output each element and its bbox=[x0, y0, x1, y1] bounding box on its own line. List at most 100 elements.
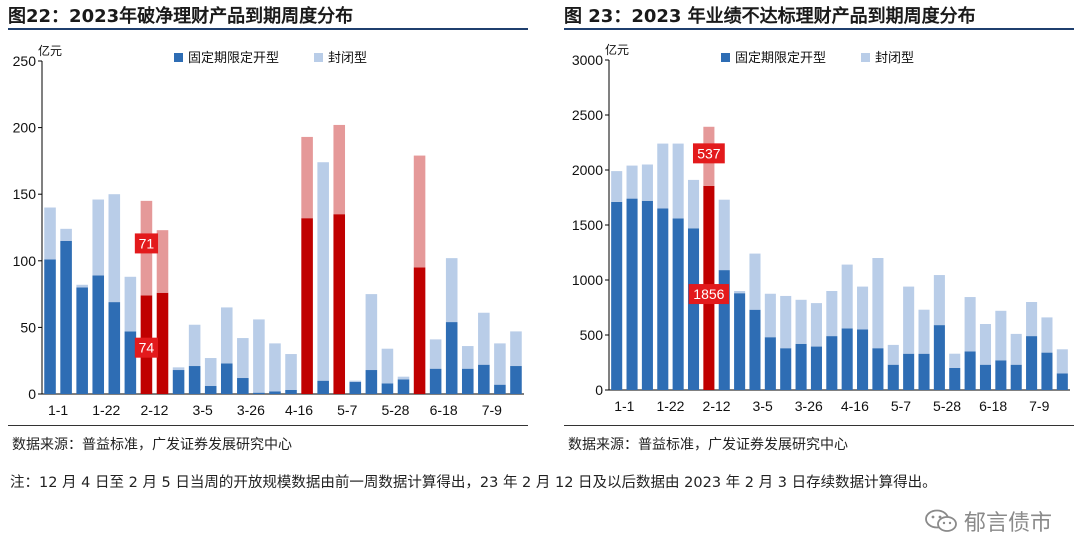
right-bar-closed-4 bbox=[672, 143, 684, 219]
left-y-tick-label-1: 50 bbox=[20, 319, 36, 335]
left-x-tick-label-8: 6-18 bbox=[430, 402, 458, 418]
left-bar-open-22 bbox=[397, 379, 410, 394]
left-legend-label-closed: 封闭型 bbox=[328, 51, 367, 66]
right-bar-open-12 bbox=[795, 343, 807, 390]
title-rule-right bbox=[564, 28, 1074, 30]
right-y-tick-label-1: 500 bbox=[580, 327, 604, 343]
right-bar-closed-27 bbox=[1026, 302, 1038, 337]
right-bar-open-13 bbox=[810, 346, 822, 390]
left-x-tick-label-7: 5-28 bbox=[381, 402, 409, 418]
left-x-tick-label-2: 2-12 bbox=[140, 402, 168, 418]
right-bar-closed-17 bbox=[872, 258, 884, 349]
left-bar-open-21 bbox=[381, 383, 394, 394]
right-x-tick-label-9: 7-9 bbox=[1029, 398, 1049, 414]
left-bar-closed-2 bbox=[76, 284, 88, 288]
left-bar-open-14 bbox=[269, 391, 281, 394]
right-bar-open-29 bbox=[1056, 373, 1068, 390]
left-bar-open-13 bbox=[253, 392, 265, 394]
right-data-label-1: 537 bbox=[697, 145, 721, 161]
left-bar-closed-19 bbox=[349, 380, 362, 383]
right-x-tick-label-8: 6-18 bbox=[979, 398, 1007, 414]
right-bar-closed-23 bbox=[964, 297, 976, 352]
right-x-tick-label-1: 1-22 bbox=[656, 398, 684, 414]
right-bar-closed-7 bbox=[718, 199, 730, 271]
right-x-tick-label-6: 5-7 bbox=[891, 398, 911, 414]
watermark: 郁言债市 bbox=[924, 505, 1052, 537]
right-bar-closed-2 bbox=[641, 164, 653, 201]
chart-left: 亿元 0 50 100 150 200 250 1-1 1-22 2-12 3-5 3-26 4-16 5… bbox=[13, 43, 524, 418]
right-legend-swatch-open bbox=[721, 53, 730, 62]
left-bar-closed-15 bbox=[285, 354, 297, 391]
right-bar-open-18 bbox=[887, 364, 899, 390]
left-bar-open-10 bbox=[204, 386, 217, 394]
left-bar-closed-8 bbox=[172, 367, 185, 371]
left-bar-closed-3 bbox=[92, 199, 105, 276]
right-bar-closed-22 bbox=[949, 353, 961, 368]
left-legend-swatch-closed bbox=[314, 53, 323, 62]
right-bar-closed-14 bbox=[826, 291, 838, 337]
right-bar-open-25 bbox=[995, 360, 1007, 390]
left-bar-open-15 bbox=[285, 390, 297, 394]
right-bar-closed-28 bbox=[1041, 317, 1053, 353]
left-bar-closed-16 bbox=[301, 136, 313, 219]
left-bar-open-18 bbox=[333, 214, 346, 394]
bottom-rule-left bbox=[8, 425, 528, 426]
right-bar-open-21 bbox=[933, 325, 945, 390]
right-bar-open-14 bbox=[826, 336, 838, 390]
right-bar-open-26 bbox=[1010, 364, 1022, 390]
left-legend-label-open: 固定期限定开型 bbox=[188, 51, 279, 66]
right-bar-closed-12 bbox=[795, 299, 807, 344]
right-bar-closed-15 bbox=[841, 264, 853, 329]
right-bar-open-15 bbox=[841, 328, 853, 390]
left-bar-closed-11 bbox=[220, 307, 233, 364]
left-bar-closed-7 bbox=[156, 230, 169, 293]
left-bar-open-27 bbox=[478, 364, 490, 394]
left-bar-open-7 bbox=[156, 292, 169, 394]
right-bar-open-0 bbox=[611, 201, 623, 390]
right-bar-open-10 bbox=[764, 337, 776, 390]
right-bar-open-2 bbox=[641, 200, 653, 390]
left-bar-open-28 bbox=[494, 384, 506, 394]
right-bar-open-23 bbox=[964, 351, 976, 390]
right-bar-closed-13 bbox=[810, 303, 822, 347]
left-y-tick-label-4: 200 bbox=[13, 120, 37, 136]
left-bar-closed-23 bbox=[413, 155, 426, 268]
watermark-text: 郁言债市 bbox=[963, 511, 1052, 536]
bottom-rule-right bbox=[564, 425, 1074, 426]
right-x-tick-label-2: 2-12 bbox=[703, 398, 731, 414]
left-bar-closed-13 bbox=[253, 319, 265, 393]
left-bar-closed-5 bbox=[124, 276, 137, 332]
title-rule-left bbox=[8, 28, 528, 30]
left-y-tick-label-0: 0 bbox=[28, 386, 36, 402]
right-legend-label-closed: 封闭型 bbox=[875, 51, 914, 66]
left-y-tick-label-2: 100 bbox=[13, 253, 37, 269]
left-bar-open-16 bbox=[301, 218, 313, 394]
right-bar-open-20 bbox=[918, 353, 930, 390]
left-bar-closed-12 bbox=[237, 338, 249, 379]
right-bar-open-17 bbox=[872, 348, 884, 390]
left-x-tick-label-5: 4-16 bbox=[285, 402, 313, 418]
right-data-label-bg-1 bbox=[692, 143, 725, 164]
right-x-tick-label-5: 4-16 bbox=[841, 398, 869, 414]
left-bar-closed-0 bbox=[44, 207, 56, 260]
right-bar-closed-0 bbox=[611, 171, 623, 202]
left-bar-open-20 bbox=[365, 370, 378, 394]
right-bar-closed-5 bbox=[687, 179, 700, 229]
left-bar-closed-10 bbox=[204, 358, 217, 387]
left-bar-closed-28 bbox=[494, 343, 506, 385]
right-bar-closed-18 bbox=[887, 344, 899, 365]
left-unit-label: 亿元 bbox=[38, 43, 62, 58]
right-bar-closed-25 bbox=[995, 310, 1007, 361]
right-bar-open-4 bbox=[672, 218, 684, 390]
left-bar-open-2 bbox=[76, 287, 88, 394]
left-x-tick-label-1: 1-22 bbox=[92, 402, 120, 418]
right-bar-closed-26 bbox=[1010, 333, 1022, 365]
left-x-tick-label-4: 3-26 bbox=[237, 402, 265, 418]
right-y-tick-label-2: 1000 bbox=[572, 272, 603, 288]
right-x-tick-label-0: 1-1 bbox=[614, 398, 634, 414]
right-bar-open-3 bbox=[657, 208, 669, 390]
left-bar-open-19 bbox=[349, 382, 362, 394]
right-y-tick-label-3: 1500 bbox=[572, 217, 603, 233]
left-bar-open-23 bbox=[413, 267, 426, 394]
left-bar-closed-18 bbox=[333, 124, 346, 215]
